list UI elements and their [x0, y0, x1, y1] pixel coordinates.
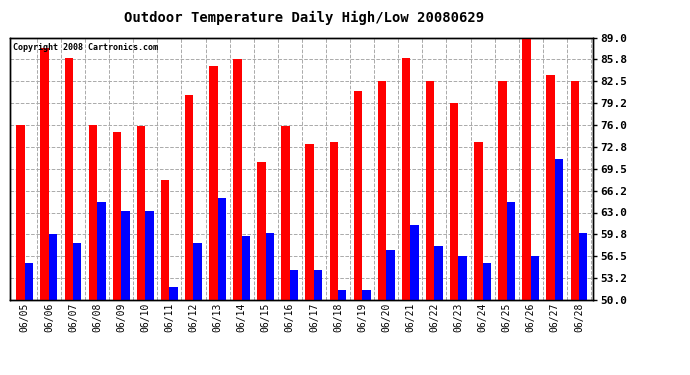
- Bar: [306, 144, 314, 300]
- Bar: [402, 58, 411, 300]
- Bar: [169, 286, 178, 300]
- Bar: [233, 59, 242, 300]
- Bar: [137, 126, 146, 300]
- Bar: [411, 225, 419, 300]
- Bar: [161, 180, 169, 300]
- Bar: [266, 233, 274, 300]
- Bar: [314, 270, 322, 300]
- Bar: [112, 132, 121, 300]
- Bar: [193, 243, 202, 300]
- Bar: [217, 198, 226, 300]
- Bar: [290, 270, 298, 300]
- Bar: [354, 92, 362, 300]
- Bar: [362, 290, 371, 300]
- Bar: [522, 38, 531, 300]
- Bar: [450, 104, 458, 300]
- Bar: [282, 126, 290, 300]
- Bar: [506, 202, 515, 300]
- Bar: [435, 246, 443, 300]
- Bar: [17, 125, 25, 300]
- Bar: [41, 48, 49, 300]
- Bar: [377, 81, 386, 300]
- Bar: [241, 236, 250, 300]
- Bar: [498, 81, 506, 300]
- Bar: [555, 159, 563, 300]
- Bar: [88, 125, 97, 300]
- Bar: [338, 290, 346, 300]
- Bar: [571, 81, 579, 300]
- Bar: [330, 142, 338, 300]
- Bar: [482, 263, 491, 300]
- Bar: [426, 81, 435, 300]
- Text: Copyright 2008 Cartronics.com: Copyright 2008 Cartronics.com: [13, 43, 158, 52]
- Bar: [386, 249, 395, 300]
- Bar: [579, 233, 587, 300]
- Bar: [209, 66, 217, 300]
- Bar: [97, 202, 106, 300]
- Bar: [49, 234, 57, 300]
- Bar: [458, 256, 467, 300]
- Bar: [25, 263, 33, 300]
- Bar: [531, 256, 539, 300]
- Bar: [121, 211, 130, 300]
- Bar: [257, 162, 266, 300]
- Text: Outdoor Temperature Daily High/Low 20080629: Outdoor Temperature Daily High/Low 20080…: [124, 11, 484, 26]
- Bar: [146, 211, 154, 300]
- Bar: [546, 75, 555, 300]
- Bar: [73, 243, 81, 300]
- Bar: [185, 95, 193, 300]
- Bar: [474, 142, 482, 300]
- Bar: [65, 58, 73, 300]
